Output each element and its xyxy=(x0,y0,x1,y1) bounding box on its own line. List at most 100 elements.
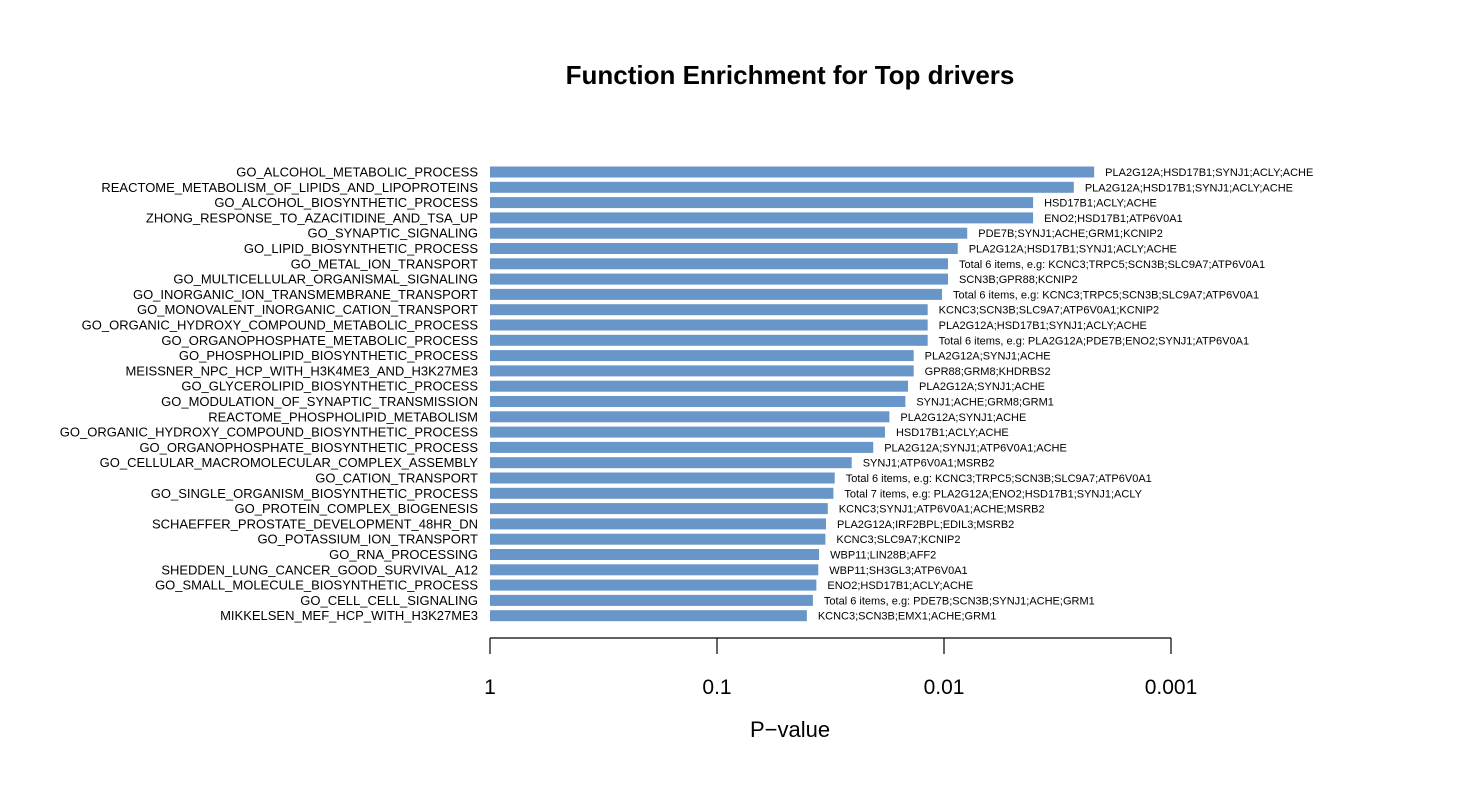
bar-gene-label: KCNC3;SLC9A7;KCNIP2 xyxy=(836,534,960,546)
bar-gene-label: PLA2G12A;SYNJ1;ACHE xyxy=(925,351,1051,363)
category-label: GO_SMALL_MOLECULE_BIOSYNTHETIC_PROCESS xyxy=(155,578,478,593)
category-label: SHEDDEN_LUNG_CANCER_GOOD_SURVIVAL_A12 xyxy=(161,562,478,577)
bar-gene-label: SCN3B;GPR88;KCNIP2 xyxy=(959,274,1078,286)
bar-gene-label: PLA2G12A;SYNJ1;ATP6V0A1;ACHE xyxy=(884,442,1067,454)
bar xyxy=(490,350,914,362)
bar-gene-label: GPR88;GRM8;KHDRBS2 xyxy=(925,366,1051,378)
category-label: GO_SINGLE_ORGANISM_BIOSYNTHETIC_PROCESS xyxy=(151,486,479,501)
bar-gene-label: PLA2G12A;HSD17B1;SYNJ1;ACLY;ACHE xyxy=(939,320,1147,332)
chart-title: Function Enrichment for Top drivers xyxy=(566,60,1015,90)
bar-gene-label: PLA2G12A;SYNJ1;ACHE xyxy=(900,412,1026,424)
category-label: GO_LIPID_BIOSYNTHETIC_PROCESS xyxy=(244,241,478,256)
category-label: REACTOME_PHOSPHOLIPID_METABOLISM xyxy=(208,409,478,424)
bar xyxy=(490,594,813,606)
bar xyxy=(490,365,914,377)
bar xyxy=(490,243,958,254)
bar-gene-label: PLA2G12A;HSD17B1;SYNJ1;ACLY;ACHE xyxy=(1085,182,1293,194)
bar xyxy=(490,579,817,591)
category-label: GO_MULTICELLULAR_ORGANISMAL_SIGNALING xyxy=(173,272,478,287)
bar xyxy=(490,441,874,453)
bar-gene-label: PLA2G12A;SYNJ1;ACHE xyxy=(919,381,1045,393)
bar-gene-label: Total 6 items, e.g: KCNC3;TRPC5;SCN3B;SL… xyxy=(953,289,1259,301)
category-label: GO_CELL_CELL_SIGNALING xyxy=(300,593,478,608)
category-label: MIKKELSEN_MEF_HCP_WITH_H3K27ME3 xyxy=(220,608,478,623)
category-label: GO_GLYCEROLIPID_BIOSYNTHETIC_PROCESS xyxy=(181,379,478,394)
bar-gene-label: ENO2;HSD17B1;ACLY;ACHE xyxy=(827,580,973,592)
bar-gene-label: SYNJ1;ATP6V0A1;MSRB2 xyxy=(863,458,995,470)
bar-gene-label: HSD17B1;ACLY;ACHE xyxy=(1044,198,1157,210)
bar xyxy=(490,487,834,499)
bar-gene-label: KCNC3;SCN3B;SLC9A7;ATP6V0A1;KCNIP2 xyxy=(939,305,1160,317)
x-axis: 1 0.1 0.01 0.001 xyxy=(484,637,1198,699)
bar-gene-label: Total 7 items, e.g: PLA2G12A;ENO2;HSD17B… xyxy=(844,488,1142,500)
bar-gene-label: SYNJ1;ACHE;GRM8;GRM1 xyxy=(916,397,1054,409)
bar xyxy=(490,549,820,560)
category-label: GO_ORGANIC_HYDROXY_COMPOUND_METABOLIC_PR… xyxy=(82,318,479,333)
category-label: GO_PROTEIN_COMPLEX_BIOGENESIS xyxy=(235,501,479,516)
category-label: GO_CATION_TRANSPORT xyxy=(315,471,478,486)
bar-gene-label: Total 6 items, e.g: KCNC3;TRPC5;SCN3B;SL… xyxy=(846,473,1152,485)
bar xyxy=(490,258,949,270)
bar xyxy=(490,396,906,407)
bar-gene-label: PDE7B;SYNJ1;ACHE;GRM1;KCNIP2 xyxy=(978,228,1163,240)
bar xyxy=(490,472,835,484)
bar-gene-label: PLA2G12A;HSD17B1;SYNJ1;ACLY;ACHE xyxy=(1105,167,1313,179)
bar xyxy=(490,334,928,346)
category-label: GO_CELLULAR_MACROMOLECULAR_COMPLEX_ASSEM… xyxy=(100,455,479,470)
x-tick-label: 0.1 xyxy=(702,676,731,699)
bar xyxy=(490,227,968,239)
bar xyxy=(490,411,890,423)
bar-gene-label: WBP11;SH3GL3;ATP6V0A1 xyxy=(829,565,967,577)
bar xyxy=(490,518,826,530)
bar-gene-label: ENO2;HSD17B1;ATP6V0A1 xyxy=(1044,213,1183,225)
bar xyxy=(490,197,1034,209)
bar xyxy=(490,533,826,545)
bar xyxy=(490,503,828,515)
bar-gene-label: WBP11;LIN28B;AFF2 xyxy=(830,550,936,562)
bar-gene-label: HSD17B1;ACLY;ACHE xyxy=(896,427,1009,439)
category-label: GO_ORGANOPHOSPHATE_METABOLIC_PROCESS xyxy=(161,333,478,348)
bar xyxy=(490,273,949,285)
bar-gene-label: Total 6 items, e.g: PLA2G12A;PDE7B;ENO2;… xyxy=(939,335,1249,347)
x-tick-label: 0.001 xyxy=(1145,676,1198,699)
bar-gene-label: Total 6 items, e.g: KCNC3;TRPC5;SCN3B;SL… xyxy=(959,259,1265,271)
category-label: SCHAEFFER_PROSTATE_DEVELOPMENT_48HR_DN xyxy=(152,516,478,531)
bar xyxy=(490,304,928,316)
category-label: ZHONG_RESPONSE_TO_AZACITIDINE_AND_TSA_UP xyxy=(146,210,478,225)
category-label: GO_MONOVALENT_INORGANIC_CATION_TRANSPORT xyxy=(137,302,478,317)
category-label: GO_PHOSPHOLIPID_BIOSYNTHETIC_PROCESS xyxy=(179,348,478,363)
bar xyxy=(490,564,819,576)
category-label: GO_RNA_PROCESSING xyxy=(329,547,478,562)
x-tick-label: 0.01 xyxy=(924,676,965,699)
bar xyxy=(490,457,852,469)
bar-gene-label: PLA2G12A;HSD17B1;SYNJ1;ACLY;ACHE xyxy=(969,244,1177,256)
bar xyxy=(490,166,1095,178)
category-label: GO_ORGANOPHOSPHATE_BIOSYNTHETIC_PROCESS xyxy=(139,440,478,455)
bar xyxy=(490,212,1034,224)
category-label: GO_INORGANIC_ION_TRANSMEMBRANE_TRANSPORT xyxy=(133,287,478,302)
bar xyxy=(490,288,943,300)
bar xyxy=(490,319,928,331)
category-label: MEISSNER_NPC_HCP_WITH_H3K4ME3_AND_H3K27M… xyxy=(125,363,478,378)
category-label: GO_ALCOHOL_BIOSYNTHETIC_PROCESS xyxy=(214,195,478,210)
bar-gene-label: PLA2G12A;IRF2BPL;EDIL3;MSRB2 xyxy=(837,519,1014,531)
bar xyxy=(490,380,909,392)
category-label: REACTOME_METABOLISM_OF_LIPIDS_AND_LIPOPR… xyxy=(101,180,478,195)
category-label: GO_ORGANIC_HYDROXY_COMPOUND_BIOSYNTHETIC… xyxy=(60,425,479,440)
bar xyxy=(490,426,885,438)
bar xyxy=(490,610,807,622)
bar xyxy=(490,181,1074,193)
bar-gene-label: Total 6 items, e.g: PDE7B;SCN3B;SYNJ1;AC… xyxy=(824,595,1095,607)
category-label: GO_SYNAPTIC_SIGNALING xyxy=(308,226,479,241)
category-label: GO_ALCOHOL_METABOLIC_PROCESS xyxy=(236,165,478,180)
x-tick-label: 1 xyxy=(484,676,496,699)
bar-gene-label: KCNC3;SYNJ1;ATP6V0A1;ACHE;MSRB2 xyxy=(839,504,1045,516)
bars-group: GO_ALCOHOL_METABOLIC_PROCESS PLA2G12A;HSD… xyxy=(60,165,1314,624)
bar-gene-label: KCNC3;SCN3B;EMX1;ACHE;GRM1 xyxy=(818,611,997,623)
x-axis-title: P−value xyxy=(750,717,830,742)
category-label: GO_METAL_ION_TRANSPORT xyxy=(291,256,478,271)
category-label: GO_MODULATION_OF_SYNAPTIC_TRANSMISSION xyxy=(161,394,478,409)
category-label: GO_POTASSIUM_ION_TRANSPORT xyxy=(257,532,478,547)
